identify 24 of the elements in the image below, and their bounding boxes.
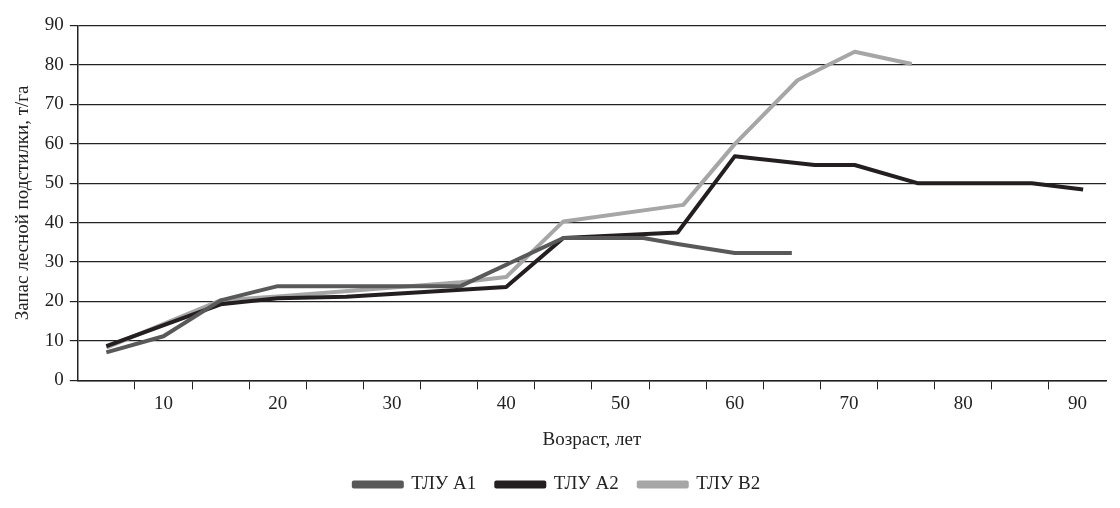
y-tick-label: 70	[44, 92, 64, 114]
x-tick-label: 80	[953, 391, 973, 413]
y-tick-label: 50	[44, 171, 64, 193]
x-tick-label: 70	[839, 391, 859, 413]
x-tick-label: 60	[725, 391, 745, 413]
y-tick-label: 40	[44, 210, 64, 232]
x-tick-label: 90	[1067, 391, 1087, 413]
y-tick-label: 90	[44, 13, 64, 35]
y-tick-label: 20	[44, 289, 64, 311]
legend-label: ТЛУ А2	[553, 472, 619, 494]
y-tick-label: 0	[54, 368, 64, 390]
x-axis-title: Возраст, лет	[542, 427, 642, 449]
x-tick-label: 40	[496, 391, 516, 413]
y-tick-label: 60	[44, 131, 64, 153]
x-tick-label: 20	[268, 391, 288, 413]
legend-label: ТЛУ В2	[696, 472, 761, 494]
y-axis-title: Запас лесной подстилки, т/га	[11, 84, 33, 321]
legend-label: ТЛУ А1	[411, 472, 477, 494]
x-tick-label: 50	[610, 391, 630, 413]
y-tick-label: 30	[44, 250, 64, 272]
x-tick-label: 10	[153, 391, 173, 413]
x-tick-label: 30	[382, 391, 402, 413]
y-tick-label: 80	[44, 52, 64, 74]
y-tick-label: 10	[44, 328, 64, 350]
